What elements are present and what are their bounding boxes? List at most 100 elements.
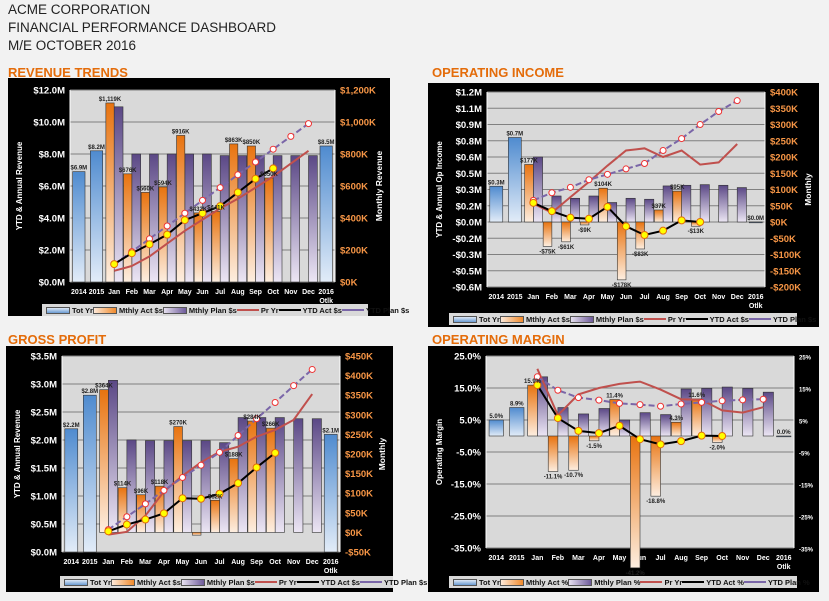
data-label: 5.0%: [489, 414, 503, 420]
annual-bar: [488, 419, 504, 437]
legend-item: YTD Act $s: [278, 306, 342, 315]
legend-item: Pr Yr: [254, 578, 297, 587]
ytd-act-marker: [677, 437, 686, 446]
data-label: $560K: [137, 186, 155, 192]
section-title-gross-profit: GROSS PROFIT: [8, 332, 107, 347]
right-tick-label: $200K: [770, 153, 798, 164]
ytd-act-marker: [696, 218, 705, 226]
left-tick-label: $1.1M: [456, 104, 482, 115]
legend-swatch: [743, 581, 766, 583]
category-label: Nov: [287, 559, 300, 566]
right-tick-label: -$150K: [770, 266, 801, 277]
ytd-plan-marker: [197, 461, 205, 469]
category-label: Aug: [231, 559, 245, 566]
data-label: $916K: [172, 129, 190, 135]
section-title-operating-margin: OPERATING MARGIN: [432, 332, 565, 347]
legend-label: YTD Act $s: [320, 577, 360, 587]
category-label: May: [601, 294, 615, 301]
legend-label: Tot Yr: [72, 305, 93, 315]
plan-bar: [699, 184, 710, 223]
ytd-plan-line: [113, 122, 310, 266]
plan-bar: [108, 380, 118, 533]
ytd-plan-marker: [199, 196, 206, 204]
plan-bar: [598, 408, 610, 437]
left-tick-label: $3.0M: [31, 380, 57, 391]
act-bar: [229, 143, 239, 283]
chart-legend: Tot Yr Mthly Act $s Mthly Plan $s Pr Yr YTD …: [449, 313, 816, 325]
left-axis-title: Operating Margin: [435, 419, 444, 485]
data-label: $6.9M: [70, 166, 87, 172]
ytd-plan-marker: [123, 513, 131, 521]
plan-bar: [578, 413, 589, 437]
plan-bar: [570, 197, 580, 223]
legend-item: YTD Plan $s: [341, 306, 409, 315]
act-bar: [568, 435, 579, 471]
category-label: Jan: [527, 294, 539, 301]
data-label: $8.2M: [88, 145, 105, 151]
ytd-plan-marker: [696, 121, 704, 128]
data-label: $284K: [243, 415, 261, 421]
plan-bar: [588, 195, 599, 223]
ytd-act-marker: [603, 202, 612, 211]
right-tick-label: $400K: [770, 88, 798, 99]
annual-bar: [748, 221, 763, 224]
right-tick-label: 5%: [799, 420, 808, 426]
legend-swatch: [499, 578, 524, 586]
gross-profit-chart: $0.0M $0.5M $1.0M $1.5M $2.0M $2.5M $3.0M $3.5M…: [6, 346, 427, 592]
left-tick-label: $0.6M: [456, 153, 482, 164]
right-tick-label: $400K: [345, 371, 373, 382]
right-tick-label: 25%: [799, 356, 812, 362]
ytd-plan-marker: [678, 135, 686, 143]
act-bar: [191, 532, 202, 536]
ytd-plan-marker: [566, 183, 574, 191]
legend-label: Tot Yr: [479, 577, 500, 587]
category-label: Jun: [195, 559, 207, 566]
legend-swatch: [46, 306, 70, 314]
act-bar: [247, 420, 257, 533]
left-tick-label: 25.0%: [454, 352, 481, 363]
category-label: 2014: [63, 559, 79, 566]
left-tick-label: -$0.3M: [452, 250, 482, 261]
plan-bar: [660, 414, 672, 437]
legend-label: Mthly Plan %: [594, 577, 641, 587]
annual-bar: [508, 137, 522, 223]
act-bar: [264, 177, 274, 283]
legend-label: Mthly Act $s: [525, 314, 570, 324]
right-tick-label: $300K: [770, 120, 798, 131]
legend-label: Pr Yr: [260, 305, 279, 315]
right-tick-label: $0K: [345, 528, 363, 539]
ytd-plan-marker: [253, 415, 261, 423]
ytd-act-marker: [141, 515, 150, 524]
right-tick-label: -25%: [799, 516, 814, 522]
act-bar: [671, 421, 682, 437]
right-tick-label: -$50K: [345, 548, 371, 559]
ytd-plan-marker: [657, 402, 665, 410]
ytd-plan-marker: [287, 132, 295, 140]
ytd-act-marker: [197, 494, 205, 503]
legend-item: Mthly Act $s: [92, 306, 163, 315]
category-label: May: [613, 555, 627, 562]
act-bar: [650, 435, 661, 497]
plan-bar: [533, 156, 543, 223]
left-tick-label: $1.0M: [31, 492, 57, 503]
ytd-act-marker: [269, 164, 278, 173]
legend-label: Mthly Act %: [525, 577, 569, 587]
data-label: 8.9%: [510, 402, 524, 408]
section-title-operating-income: OPERATING INCOME: [432, 65, 564, 80]
legend-item: Mthly Plan $s: [569, 315, 644, 324]
dashboard-title: FINANCIAL PERFORMANCE DASHBOARD: [8, 20, 277, 35]
plan-bar: [182, 440, 193, 533]
ytd-plan-marker: [252, 158, 259, 166]
category-label: Mar: [139, 559, 152, 566]
data-label: $2.2M: [63, 423, 80, 429]
category-label: Feb: [121, 559, 133, 566]
left-tick-label: $0.8M: [456, 136, 482, 147]
data-label: -1.5%: [586, 444, 602, 450]
plan-bar: [126, 439, 137, 533]
ytd-act-marker: [163, 230, 172, 239]
category-label: 2014: [71, 289, 87, 296]
plan-bar: [149, 153, 159, 283]
data-label: -2.0%: [709, 445, 725, 451]
ytd-act-marker: [145, 240, 154, 249]
left-tick-label: $1.2M: [456, 88, 482, 99]
